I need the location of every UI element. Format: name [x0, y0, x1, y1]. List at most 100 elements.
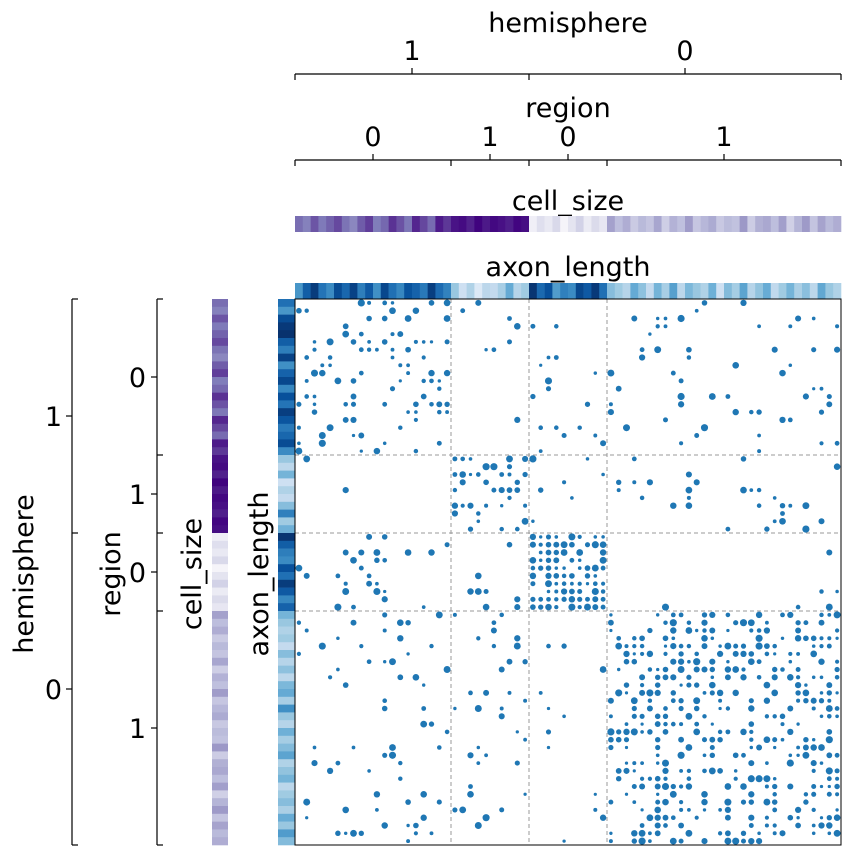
edge-dot	[443, 666, 451, 673]
edge-dot	[568, 596, 576, 603]
edge-dot	[702, 808, 707, 812]
edge-dot	[570, 581, 574, 586]
edge-dot	[296, 401, 302, 407]
edge-dot	[756, 487, 762, 493]
left-cell-size-cell	[212, 548, 228, 557]
edge-dot	[733, 776, 738, 781]
edge-dot	[593, 371, 598, 375]
edge-dot	[609, 613, 613, 617]
edge-dot	[825, 705, 833, 712]
top-cell-size-cell	[560, 216, 569, 232]
edge-dot	[677, 751, 685, 759]
left-cell-size-cell	[212, 330, 228, 339]
edge-dot	[756, 744, 763, 751]
edge-dot	[538, 565, 544, 571]
top-axon-length-cell	[419, 283, 428, 299]
left-cell-size-cell	[212, 743, 228, 752]
edge-dot	[398, 379, 402, 383]
top-cell-size-cell	[677, 216, 686, 232]
left-axon-length-cell	[278, 712, 295, 721]
edge-dot	[640, 730, 644, 734]
edge-dot	[655, 744, 661, 751]
edge-dot	[350, 378, 357, 384]
edge-dot	[786, 759, 794, 767]
edge-dot	[327, 355, 333, 360]
edge-dot	[421, 378, 426, 384]
edge-dot	[833, 829, 841, 837]
left-cell-size-cell	[212, 439, 228, 448]
edge-dot	[803, 792, 809, 797]
left-axon-length-cell	[278, 501, 295, 510]
edge-dot	[561, 596, 567, 602]
edge-dot	[640, 808, 644, 812]
edge-dot	[740, 783, 747, 790]
edge-dot	[772, 519, 777, 524]
edge-dot	[545, 572, 552, 580]
edge-dot	[718, 706, 722, 711]
edge-dot	[646, 705, 653, 712]
top-region-tick-label: 0	[364, 122, 381, 153]
edge-dot	[482, 814, 490, 822]
edge-dot	[795, 667, 801, 672]
edge-dot	[381, 822, 388, 829]
edge-dot	[702, 691, 707, 695]
left-cell-size-cell	[212, 533, 228, 542]
edge-dot	[835, 792, 840, 797]
edge-dot	[366, 315, 372, 322]
edge-dot	[694, 815, 699, 820]
edge-dot	[677, 666, 685, 673]
left-cell-size-cell	[212, 837, 228, 846]
left-axon-length-cell	[278, 595, 295, 604]
edge-dot	[632, 652, 636, 656]
left-cell-size-cell	[212, 455, 228, 464]
top-cell-size-cell	[497, 216, 506, 232]
edge-dot	[803, 799, 809, 805]
edge-dot	[686, 682, 692, 688]
edge-dot	[733, 643, 739, 649]
edge-dot	[624, 644, 629, 649]
edge-dot	[638, 837, 646, 845]
edge-dot	[584, 401, 591, 407]
edge-dot	[482, 603, 490, 611]
edge-dot	[396, 619, 404, 627]
edge-dot	[662, 814, 669, 821]
edge-dot	[654, 346, 662, 354]
edge-dot	[686, 620, 692, 625]
edge-dot	[796, 722, 800, 726]
left-axon-length-cell	[278, 657, 295, 666]
left-axon-length-cell	[278, 494, 295, 503]
edge-dot	[544, 377, 553, 385]
top-axon-length-cell	[544, 283, 553, 299]
edge-dot	[748, 799, 755, 805]
top-cell-size-cell	[474, 216, 483, 232]
edge-dot	[616, 729, 622, 735]
edge-dot	[468, 690, 473, 696]
edge-dot	[428, 300, 435, 306]
left-cell-size-cell	[212, 696, 228, 705]
edge-dot	[685, 744, 693, 751]
edge-dot	[359, 449, 363, 453]
top-cell-size-cell	[724, 216, 733, 232]
edge-dot	[733, 769, 738, 773]
edge-dot	[803, 635, 809, 642]
edge-dot	[443, 315, 451, 322]
top-axon-length-cell	[630, 283, 639, 299]
edge-dot	[811, 347, 817, 353]
top-cell-size-cell	[692, 216, 701, 232]
top-cell-size-cell	[513, 216, 522, 232]
edge-dot	[701, 666, 708, 673]
edge-dot	[607, 728, 615, 736]
edge-dot	[655, 761, 660, 765]
edge-dot	[780, 722, 785, 727]
edge-dot	[358, 347, 364, 353]
edge-dot	[577, 566, 582, 570]
edge-dot	[506, 487, 513, 493]
edge-dot	[529, 572, 537, 580]
edge-dot	[655, 799, 661, 805]
left-axon-length-cell	[278, 650, 295, 659]
top-cell-size-cell	[731, 216, 740, 232]
edge-dot	[755, 634, 763, 642]
edge-dot	[351, 433, 356, 438]
left-region-title: region	[96, 531, 127, 616]
edge-dot	[757, 831, 761, 836]
